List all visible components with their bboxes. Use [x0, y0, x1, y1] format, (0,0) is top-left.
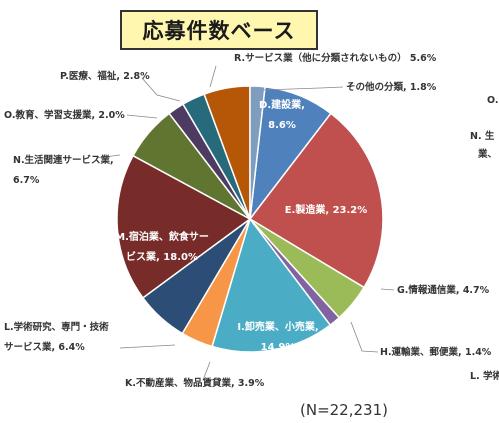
- chart-title: 応募件数ベース: [120, 10, 318, 50]
- slice-label-p: P.医療、福祉, 2.8%: [60, 70, 150, 82]
- slice-label-k: K.不動産業、物品賃貸業, 3.9%: [125, 377, 265, 389]
- slice-label-i: 14.9%: [261, 342, 296, 353]
- leader-line-l: [119, 344, 176, 349]
- pie-slices: [116, 85, 384, 353]
- pie-slice-e: [248, 112, 384, 289]
- slice-label-h: H.運輸業、郵便業, 1.4%: [380, 346, 492, 358]
- pie-slice-other: [249, 85, 266, 220]
- pie-slice-i: [211, 217, 332, 353]
- slice-label-n: 6.7%: [13, 175, 40, 186]
- leader-line-other: [262, 86, 344, 91]
- clipped-edge-label: 業、: [477, 148, 497, 160]
- slice-label-e: E.製造業, 23.2%: [285, 203, 368, 216]
- slice-label-l: L.学術研究、専門・技術: [4, 321, 109, 333]
- leader-line-n: [95, 154, 121, 159]
- pie-slice-m: [116, 154, 252, 299]
- clipped-edge-label: N. 生: [470, 130, 495, 142]
- clipped-edge-label: O.: [487, 95, 498, 106]
- leader-line-o: [126, 114, 158, 119]
- slice-label-i: I.卸売業、小売業,: [237, 320, 318, 333]
- leader-lines: [95, 65, 395, 381]
- edge-fragments: O. N. 生業、 L. 学術: [470, 95, 499, 382]
- slice-labels: D.建設業, 8.6% E.製造業, 23.2% G.情報通信業, 4.7% H.運輸業…: [4, 52, 492, 389]
- sample-size-note: (N=22,231): [300, 401, 388, 419]
- leader-line-k: [202, 361, 211, 381]
- clipped-edge-label: L. 学術: [470, 370, 499, 382]
- leader-line-r: [209, 65, 217, 88]
- slice-label-r: R.サービス業（他に分類されないもの） 5.6%: [234, 52, 437, 64]
- slice-label-n: N.生活関連サービス業,: [13, 154, 114, 166]
- slice-label-m: ビス業, 18.0%: [126, 250, 198, 263]
- slice-label-m: M.宿泊業、飲食サー: [115, 230, 209, 243]
- slice-label-o: O.教育、学習支援業, 2.0%: [4, 109, 125, 121]
- slice-label-l: サービス業, 6.4%: [4, 341, 85, 353]
- leader-line-p: [141, 77, 181, 102]
- slice-label-g: G.情報通信業, 4.7%: [397, 284, 490, 296]
- slice-label-d: 8.6%: [268, 120, 296, 131]
- slice-label-other: その他の分類, 1.8%: [346, 81, 437, 93]
- slice-label-d: D.建設業,: [259, 98, 305, 111]
- leader-line-h: [350, 321, 379, 353]
- leader-line-g: [380, 288, 395, 291]
